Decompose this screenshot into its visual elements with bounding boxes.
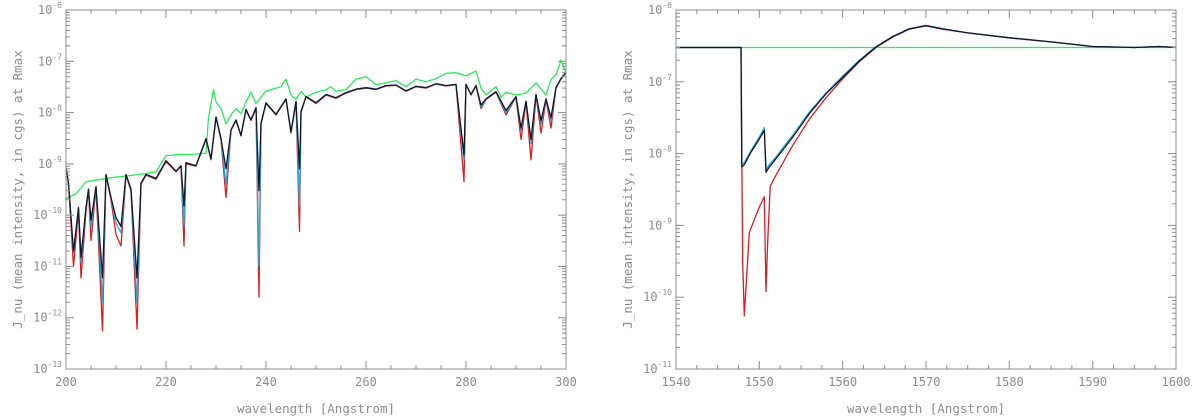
y-tick-label: 10-6 — [38, 1, 62, 17]
x-tick-label: 1560 — [828, 375, 857, 389]
x-tick-label: 220 — [155, 375, 177, 389]
y-tick-label: 10-13 — [33, 360, 62, 376]
y-tick-label: 10-10 — [643, 288, 672, 304]
y-tick-label: 10-9 — [38, 155, 62, 171]
y-tick-label: 10-9 — [648, 216, 672, 232]
y-tick-label: 10-11 — [643, 360, 672, 376]
y-tick-label: 10-12 — [33, 309, 62, 325]
x-tick-label: 1580 — [995, 375, 1024, 389]
x-axis-title: wavelength [Angstrom] — [847, 401, 1005, 416]
plot-area — [676, 24, 1176, 317]
x-tick-label: 1540 — [662, 375, 691, 389]
y-tick-label: 10-8 — [38, 104, 62, 120]
y-axis-title: J_nu (mean intensity, in cgs) at Rmax — [620, 50, 635, 329]
y-tick-label: 10-11 — [33, 257, 62, 273]
x-tick-label: 300 — [555, 375, 577, 389]
plot-area — [66, 59, 566, 332]
y-tick-label: 10-7 — [38, 52, 62, 68]
y-tick-label: 10-10 — [33, 206, 62, 222]
y-tick-label: 10-7 — [648, 73, 672, 89]
x-axis-title: wavelength [Angstrom] — [237, 401, 395, 416]
x-tick-label: 1590 — [1078, 375, 1107, 389]
series-line-1 — [66, 59, 566, 200]
x-tick-label: 240 — [255, 375, 277, 389]
x-tick-label: 1570 — [912, 375, 941, 389]
plot-frame — [675, 9, 1177, 370]
x-tick-label: 260 — [355, 375, 377, 389]
chart-panel-1: 200 220 240 260 280 300 10-13 10-12 10-11 10-10 10… — [10, 1, 577, 416]
y-tick-label: 10-8 — [648, 145, 672, 161]
series-line-4 — [676, 25, 1176, 173]
x-tick-label: 1550 — [745, 375, 774, 389]
series-line-2 — [676, 25, 1176, 317]
chart-panel-2: 1540 1550 1560 1570 1580 1590 1600 10-11 10-10 10… — [620, 1, 1190, 416]
y-tick-label: 10-6 — [648, 1, 672, 17]
x-tick-label: 1600 — [1162, 375, 1191, 389]
series-line-4 — [66, 71, 566, 279]
x-tick-label: 280 — [455, 375, 477, 389]
y-axis-title: J_nu (mean intensity, in cgs) at Rmax — [10, 50, 25, 329]
x-tick-label: 200 — [55, 375, 77, 389]
